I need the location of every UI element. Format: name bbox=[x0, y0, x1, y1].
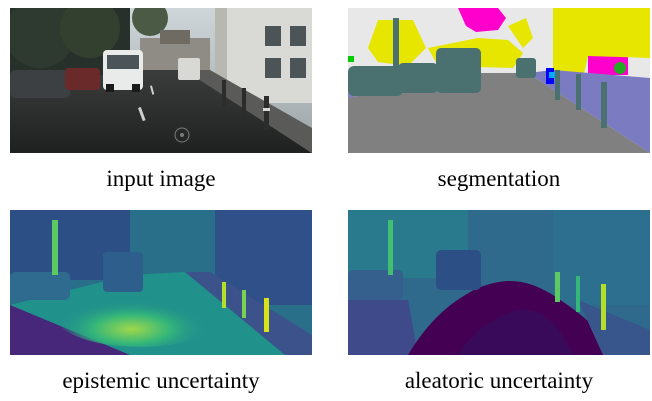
epistemic-uncertainty-caption: epistemic uncertainty bbox=[62, 368, 260, 393]
epistemic-uncertainty-panel bbox=[10, 210, 312, 355]
aleatoric-uncertainty-caption: aleatoric uncertainty bbox=[404, 368, 594, 393]
segmentation-caption: segmentation bbox=[437, 166, 561, 191]
aleatoric-uncertainty-map bbox=[348, 210, 650, 355]
aleatoric-uncertainty-panel bbox=[348, 210, 650, 355]
input-image-panel bbox=[10, 8, 312, 153]
segmentation-panel bbox=[348, 8, 650, 153]
input-image bbox=[10, 8, 312, 153]
input-image-caption: input image bbox=[106, 166, 216, 191]
segmentation-map bbox=[348, 8, 650, 153]
epistemic-uncertainty-map bbox=[10, 210, 312, 355]
